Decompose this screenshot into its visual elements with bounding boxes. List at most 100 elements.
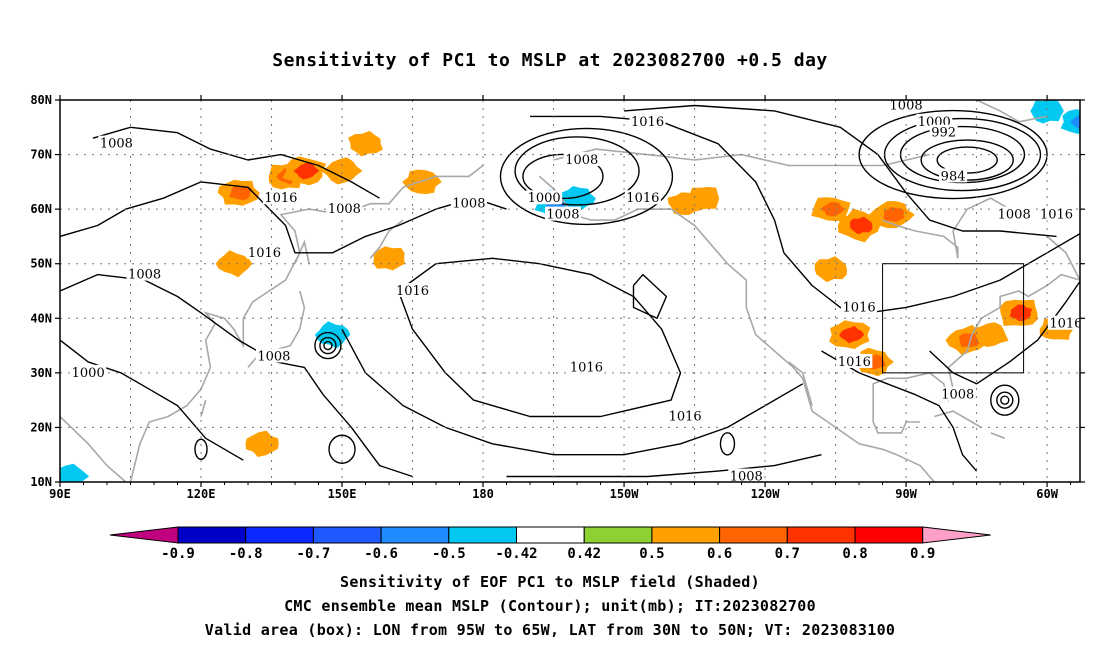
coastline	[976, 100, 1048, 123]
colorbar-label: -0.7	[297, 546, 331, 562]
sensitivity-patch-core	[820, 202, 845, 217]
coastline	[294, 239, 310, 265]
colorbar-label: 0.8	[842, 546, 867, 562]
colorbar-swatch	[109, 526, 179, 544]
contour-label: 1008	[890, 98, 923, 113]
contour-label: 992	[931, 126, 956, 141]
colorbar-swatch	[854, 526, 924, 544]
map-frame-layer	[55, 95, 1085, 487]
contour-label: 1008	[328, 202, 361, 217]
coastline	[788, 361, 813, 406]
sensitivity-patch-core	[839, 325, 865, 344]
sensitivity-patch	[245, 430, 279, 457]
lat-tick-label: 70N	[30, 148, 52, 162]
lat-tick-label: 80N	[30, 93, 52, 107]
map-frame	[59, 99, 1081, 483]
contour-label-bg	[568, 359, 605, 374]
sensitivity-patch	[60, 463, 90, 482]
sensitivity-patch	[348, 130, 383, 157]
colorbar: -0.9 -0.8 -0.7 -0.6 -0.5 -0.42 0.42 0.5 0.6 0.7 0.…	[109, 526, 991, 562]
isobar-atlantic-tc	[1000, 395, 1010, 405]
sensitivity-patch	[688, 187, 720, 210]
gridline-layer	[60, 100, 1080, 482]
contour-label-bg	[326, 201, 363, 216]
isobar-small-low	[194, 438, 208, 460]
coastline	[990, 432, 1006, 440]
contour-label: 984	[941, 169, 966, 184]
coastline	[60, 415, 127, 482]
lon-tick-label: 120W	[751, 487, 781, 501]
coastline	[872, 394, 921, 434]
mslp-contour-layer	[60, 104, 1080, 478]
colorbar-label: 0.7	[775, 546, 800, 562]
contour-label-bg	[1038, 206, 1075, 221]
contour-label: 1016	[1040, 208, 1073, 223]
sensitivity-patch-core	[293, 162, 320, 180]
lat-tick-label: 50N	[30, 257, 52, 271]
contour-label-bg	[544, 206, 581, 221]
sensitivity-patch-core	[959, 333, 980, 347]
contour-label-bg	[255, 348, 292, 363]
contour-label: 1000	[528, 191, 561, 206]
colorbar-label: 0.6	[707, 546, 732, 562]
isobar-atlantic-low	[920, 139, 1014, 181]
contour-label: 1008	[257, 349, 290, 364]
colorbar-swatch	[312, 526, 382, 544]
colorbar-swatch	[719, 526, 788, 544]
isobar-1008	[60, 273, 413, 478]
colorbar-swatch	[922, 526, 991, 544]
isobar-1000	[60, 339, 244, 461]
isobar-typhoon	[314, 331, 342, 360]
contour-label: 1016	[396, 284, 429, 299]
colorbar-label: -0.42	[495, 546, 537, 562]
colorbar-swatch	[583, 526, 653, 544]
contour-label: 1008	[452, 197, 485, 212]
contour-label-bg	[262, 190, 299, 205]
isobar-small-low	[719, 432, 736, 456]
contour-label: 1016	[264, 191, 297, 206]
colorbar-swatch	[177, 526, 247, 544]
isobar-typhoon	[319, 336, 337, 355]
lat-tick-label: 40N	[30, 311, 52, 325]
sensitivity-patch	[314, 321, 351, 349]
coastline	[872, 235, 1080, 403]
contour-label-bg	[629, 113, 666, 128]
contour-label-bg	[939, 386, 976, 401]
coastline	[882, 197, 1029, 259]
colorbar-label: -0.9	[161, 546, 195, 562]
footer-line-3: Valid area (box): LON from 95W to 65W, L…	[204, 621, 896, 639]
sensitivity-patch	[321, 157, 363, 185]
colorbar-swatch	[516, 526, 585, 544]
sensitivity-patch	[215, 250, 253, 278]
contour-label: 1016	[631, 115, 664, 130]
isobar-bering-low	[514, 136, 640, 206]
footer-line-2: CMC ensemble mean MSLP (Contour); unit(m…	[284, 597, 816, 615]
contour-label-bg	[70, 364, 107, 379]
contour-label-bg	[98, 135, 135, 150]
contour-label-bg	[996, 206, 1033, 221]
contour-label-bg	[624, 190, 661, 205]
contour-label-bg	[1047, 315, 1080, 330]
lat-tick-label: 60N	[30, 202, 52, 216]
sensitivity-patch-core	[1069, 115, 1080, 130]
contour-label: 1016	[248, 246, 281, 261]
isobar-bering-low	[522, 153, 604, 200]
lat-tick-label: 30N	[30, 366, 52, 380]
sensitivity-patch	[1030, 100, 1064, 124]
contour-label-bg	[246, 244, 283, 259]
contour-label: 1016	[570, 360, 603, 375]
contour-label: 1008	[128, 268, 161, 283]
lon-tick-label: 90W	[895, 487, 917, 501]
contour-label-bg	[394, 283, 431, 297]
contour-label-bg	[728, 468, 765, 482]
sensitivity-patch	[373, 246, 405, 271]
chart-title: Sensitivity of PC1 to MSLP at 2023082700…	[272, 50, 828, 71]
sensitivity-patch-core	[883, 207, 905, 223]
isobar-1008	[506, 454, 822, 478]
contour-label: 1008	[546, 208, 579, 223]
contour-label: 1016	[669, 410, 702, 425]
contour-label-bg	[563, 152, 600, 167]
contour-label-bg	[126, 266, 163, 281]
contour-label-bg	[526, 190, 563, 205]
